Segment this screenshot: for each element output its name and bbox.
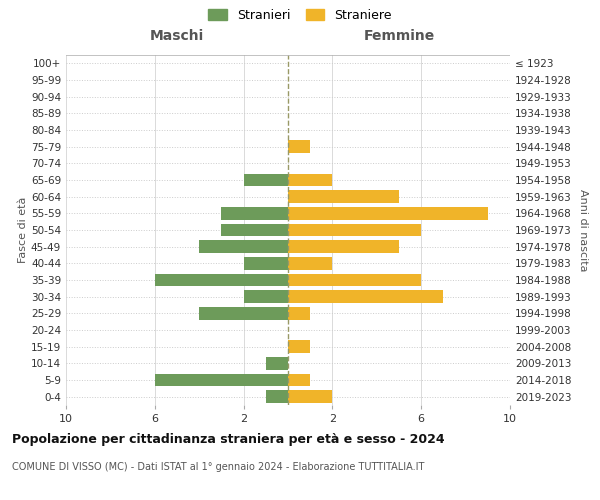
Bar xyxy=(288,240,399,253)
Bar xyxy=(288,257,332,270)
Bar xyxy=(288,140,310,153)
Bar xyxy=(221,224,288,236)
Bar xyxy=(288,190,399,203)
Y-axis label: Fasce di età: Fasce di età xyxy=(18,197,28,263)
Bar xyxy=(288,390,332,403)
Bar xyxy=(288,374,310,386)
Bar xyxy=(244,174,288,186)
Bar xyxy=(266,390,288,403)
Bar xyxy=(288,174,332,186)
Bar xyxy=(155,274,288,286)
Bar xyxy=(244,257,288,270)
Text: Maschi: Maschi xyxy=(150,30,204,44)
Legend: Stranieri, Straniere: Stranieri, Straniere xyxy=(208,8,392,22)
Bar xyxy=(288,307,310,320)
Bar xyxy=(244,290,288,303)
Bar xyxy=(288,290,443,303)
Bar xyxy=(288,274,421,286)
Bar xyxy=(199,307,288,320)
Bar xyxy=(199,240,288,253)
Bar xyxy=(155,374,288,386)
Y-axis label: Anni di nascita: Anni di nascita xyxy=(578,188,588,271)
Bar xyxy=(288,207,488,220)
Bar xyxy=(221,207,288,220)
Text: COMUNE DI VISSO (MC) - Dati ISTAT al 1° gennaio 2024 - Elaborazione TUTTITALIA.I: COMUNE DI VISSO (MC) - Dati ISTAT al 1° … xyxy=(12,462,424,472)
Bar xyxy=(266,357,288,370)
Bar xyxy=(288,224,421,236)
Text: Popolazione per cittadinanza straniera per età e sesso - 2024: Popolazione per cittadinanza straniera p… xyxy=(12,432,445,446)
Text: Femmine: Femmine xyxy=(364,30,434,44)
Bar xyxy=(288,340,310,353)
